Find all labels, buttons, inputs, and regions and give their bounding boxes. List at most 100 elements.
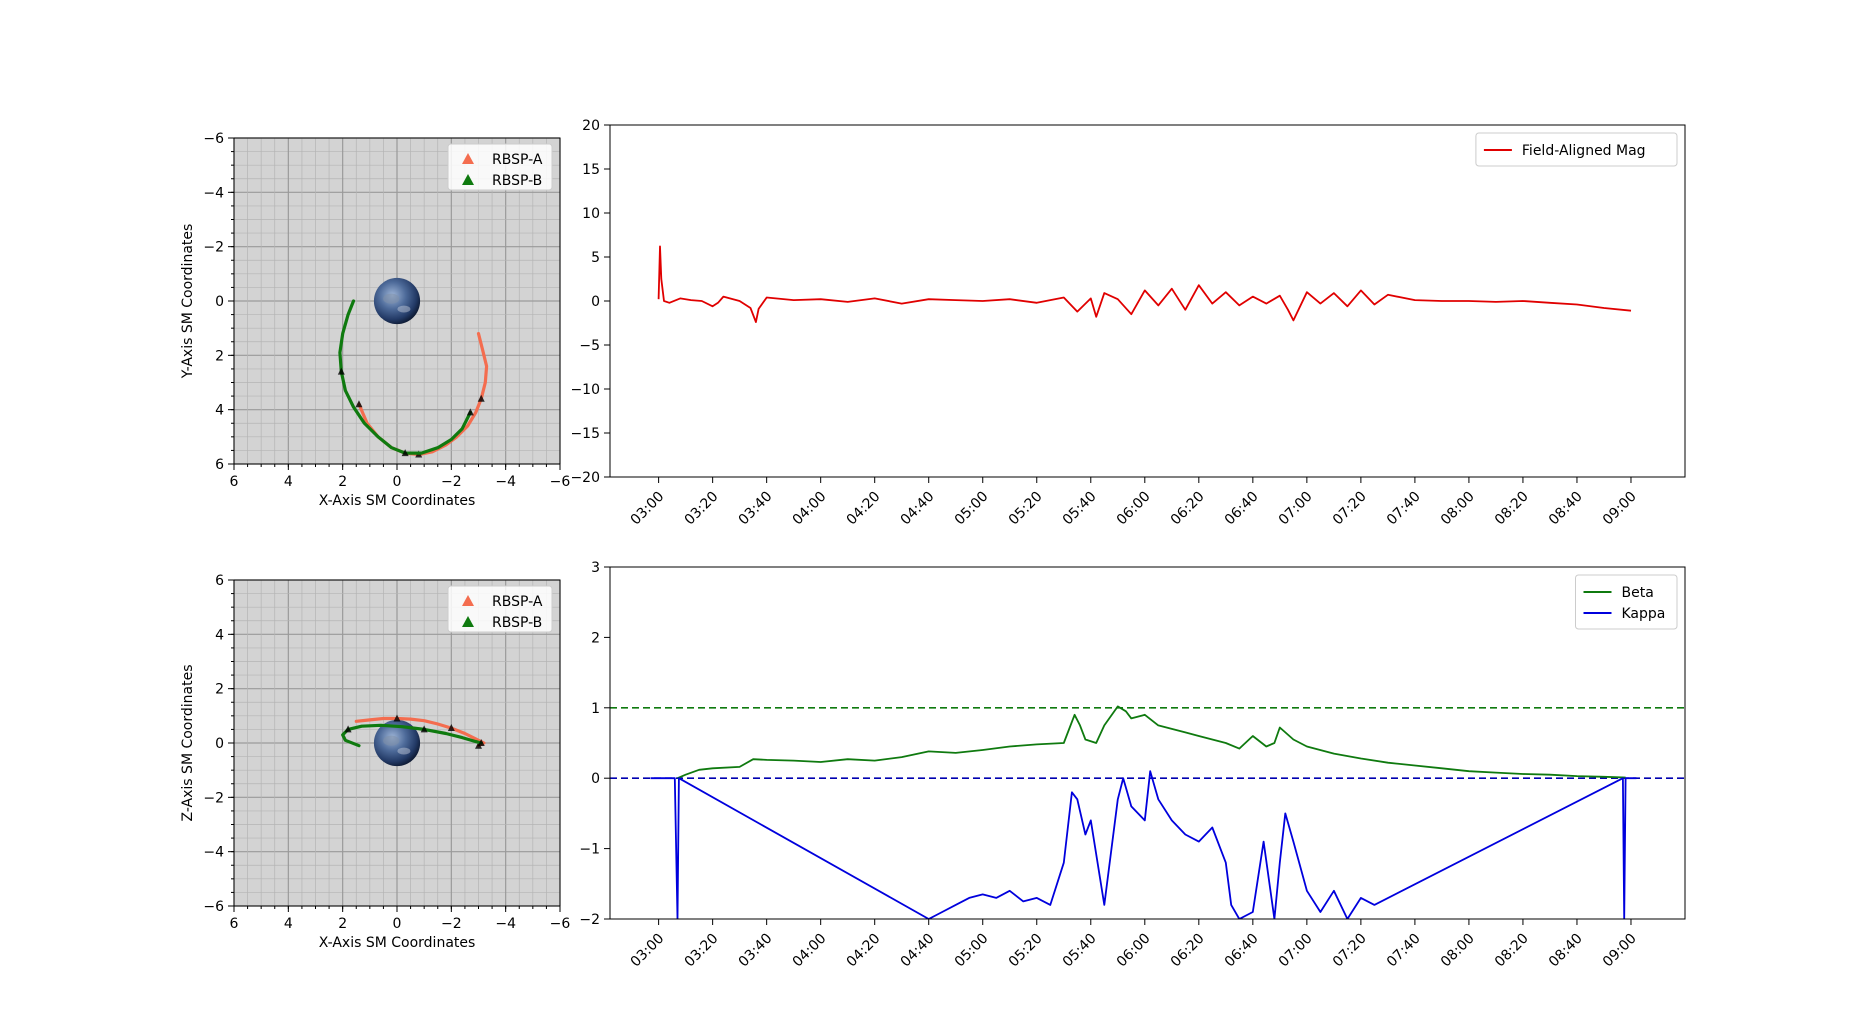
y-tick-label: −4 bbox=[203, 185, 224, 201]
series-line-kappa bbox=[650, 770, 1637, 919]
x-tick-label: 2 bbox=[338, 916, 347, 932]
y-tick-label: 1 bbox=[591, 701, 600, 717]
orbit-position-marker bbox=[401, 449, 409, 457]
y-tick-label: −20 bbox=[570, 470, 600, 486]
y-tick-label: 5 bbox=[591, 250, 600, 266]
x-tick-label: −4 bbox=[495, 916, 516, 932]
orbit-position-marker bbox=[477, 739, 485, 746]
y-tick-label: 4 bbox=[215, 627, 224, 643]
earth-cloud bbox=[383, 293, 400, 304]
y-tick-label: 6 bbox=[215, 457, 224, 473]
y-tick-label: −2 bbox=[203, 240, 224, 256]
y-tick-label: 0 bbox=[591, 294, 600, 310]
earth-cloud bbox=[397, 305, 411, 313]
series-line-field-aligned-mag bbox=[657, 245, 1632, 323]
x-tick-label: 08:40 bbox=[1546, 931, 1586, 971]
legend: RBSP-A RBSP-B bbox=[447, 143, 553, 191]
x-tick-label: 05:00 bbox=[952, 489, 992, 529]
y-tick-label: −15 bbox=[570, 426, 600, 442]
axes-frame bbox=[609, 566, 1686, 920]
y-tick-label: −2 bbox=[203, 790, 224, 806]
legend-label: Kappa bbox=[1622, 606, 1666, 622]
y-tick-label: −6 bbox=[203, 131, 224, 147]
legend: Beta Kappa bbox=[1575, 574, 1678, 630]
y-tick-label: −2 bbox=[579, 912, 600, 928]
field-aligned-panel: 20 15 10 5 0 −5 −10 −15 −20 03:00 03:20 03:40 04:00 0… bbox=[570, 118, 1686, 529]
x-tick-label: 08:20 bbox=[1492, 489, 1532, 529]
x-tick-label: 06:00 bbox=[1114, 931, 1154, 971]
orbit-position-marker bbox=[420, 725, 428, 733]
x-tick-label: 03:20 bbox=[682, 931, 722, 971]
legend: RBSP-A RBSP-B bbox=[447, 585, 553, 633]
y-tick-label: 15 bbox=[582, 162, 600, 178]
legend-box bbox=[1575, 574, 1678, 630]
y-tick-label: −4 bbox=[203, 845, 224, 861]
orbit-line-rbsp-a bbox=[354, 716, 486, 748]
x-tick-label: 06:40 bbox=[1222, 931, 1262, 971]
x-tick-label: 03:00 bbox=[628, 931, 668, 971]
legend-label: Beta bbox=[1622, 585, 1654, 601]
x-tick-label: −2 bbox=[441, 474, 462, 490]
x-tick-label: 07:00 bbox=[1276, 489, 1316, 529]
orbit-position-marker bbox=[337, 367, 345, 375]
y-tick-label: 4 bbox=[215, 403, 224, 419]
legend-label: RBSP-B bbox=[492, 615, 542, 631]
x-tick-label: 05:00 bbox=[952, 931, 992, 971]
x-tick-label: 04:40 bbox=[898, 931, 938, 971]
x-tick-label: 03:40 bbox=[736, 931, 776, 971]
x-tick-label: 0 bbox=[393, 474, 402, 490]
legend: Field-Aligned Mag bbox=[1475, 132, 1678, 167]
earth-cloud bbox=[397, 747, 411, 755]
x-axis-label: X-Axis SM Coordinates bbox=[319, 935, 476, 951]
x-tick-label: 03:40 bbox=[736, 489, 776, 529]
x-tick-label: 07:40 bbox=[1384, 489, 1424, 529]
legend-label: RBSP-A bbox=[492, 152, 543, 168]
x-tick-label: 6 bbox=[230, 916, 239, 932]
y-tick-label: −6 bbox=[203, 899, 224, 915]
orbit-position-marker bbox=[466, 408, 474, 416]
legend-box bbox=[447, 585, 553, 633]
y-tick-label: 6 bbox=[215, 573, 224, 589]
legend-marker-rbsp-b bbox=[462, 616, 474, 627]
x-tick-label: 05:20 bbox=[1006, 489, 1046, 529]
legend-label: Field-Aligned Mag bbox=[1522, 143, 1646, 159]
x-tick-label: −6 bbox=[550, 474, 571, 490]
x-tick-label: 06:20 bbox=[1168, 489, 1208, 529]
x-tick-label: 04:20 bbox=[844, 931, 884, 971]
legend-label: RBSP-A bbox=[492, 594, 543, 610]
x-tick-label: 05:40 bbox=[1060, 489, 1100, 529]
series-line-beta bbox=[677, 705, 1626, 780]
x-tick-label: 04:40 bbox=[898, 489, 938, 529]
earth-cloud bbox=[383, 735, 400, 746]
x-tick-label: 07:20 bbox=[1330, 489, 1370, 529]
x-tick-label: 05:20 bbox=[1006, 931, 1046, 971]
y-tick-label: −10 bbox=[570, 382, 600, 398]
orbit-position-marker bbox=[355, 400, 363, 408]
x-tick-label: 2 bbox=[338, 474, 347, 490]
orbit-position-marker bbox=[344, 725, 352, 733]
y-tick-label: 2 bbox=[215, 682, 224, 698]
y-tick-label: −5 bbox=[579, 338, 600, 354]
y-tick-label: 0 bbox=[215, 736, 224, 752]
x-tick-label: 07:20 bbox=[1330, 931, 1370, 971]
y-tick-label: 10 bbox=[582, 206, 600, 222]
x-tick-label: 04:00 bbox=[790, 489, 830, 529]
y-tick-label: −1 bbox=[579, 842, 600, 858]
x-tick-label: 06:40 bbox=[1222, 489, 1262, 529]
x-tick-label: 04:20 bbox=[844, 489, 884, 529]
legend-marker-rbsp-a bbox=[462, 595, 474, 606]
x-tick-label: 03:20 bbox=[682, 489, 722, 529]
y-tick-label: 0 bbox=[591, 771, 600, 787]
x-tick-label: −4 bbox=[495, 474, 516, 490]
x-axis-label: X-Axis SM Coordinates bbox=[319, 493, 476, 509]
legend-box bbox=[1475, 132, 1678, 167]
x-tick-label: 08:20 bbox=[1492, 931, 1532, 971]
x-tick-label: 08:00 bbox=[1438, 489, 1478, 529]
legend-marker-rbsp-b bbox=[462, 174, 474, 185]
y-axis-label: Z-Axis SM Coordinates bbox=[180, 664, 196, 821]
x-tick-label: 08:00 bbox=[1438, 931, 1478, 971]
x-tick-label: 05:40 bbox=[1060, 931, 1100, 971]
x-tick-label: 0 bbox=[393, 916, 402, 932]
